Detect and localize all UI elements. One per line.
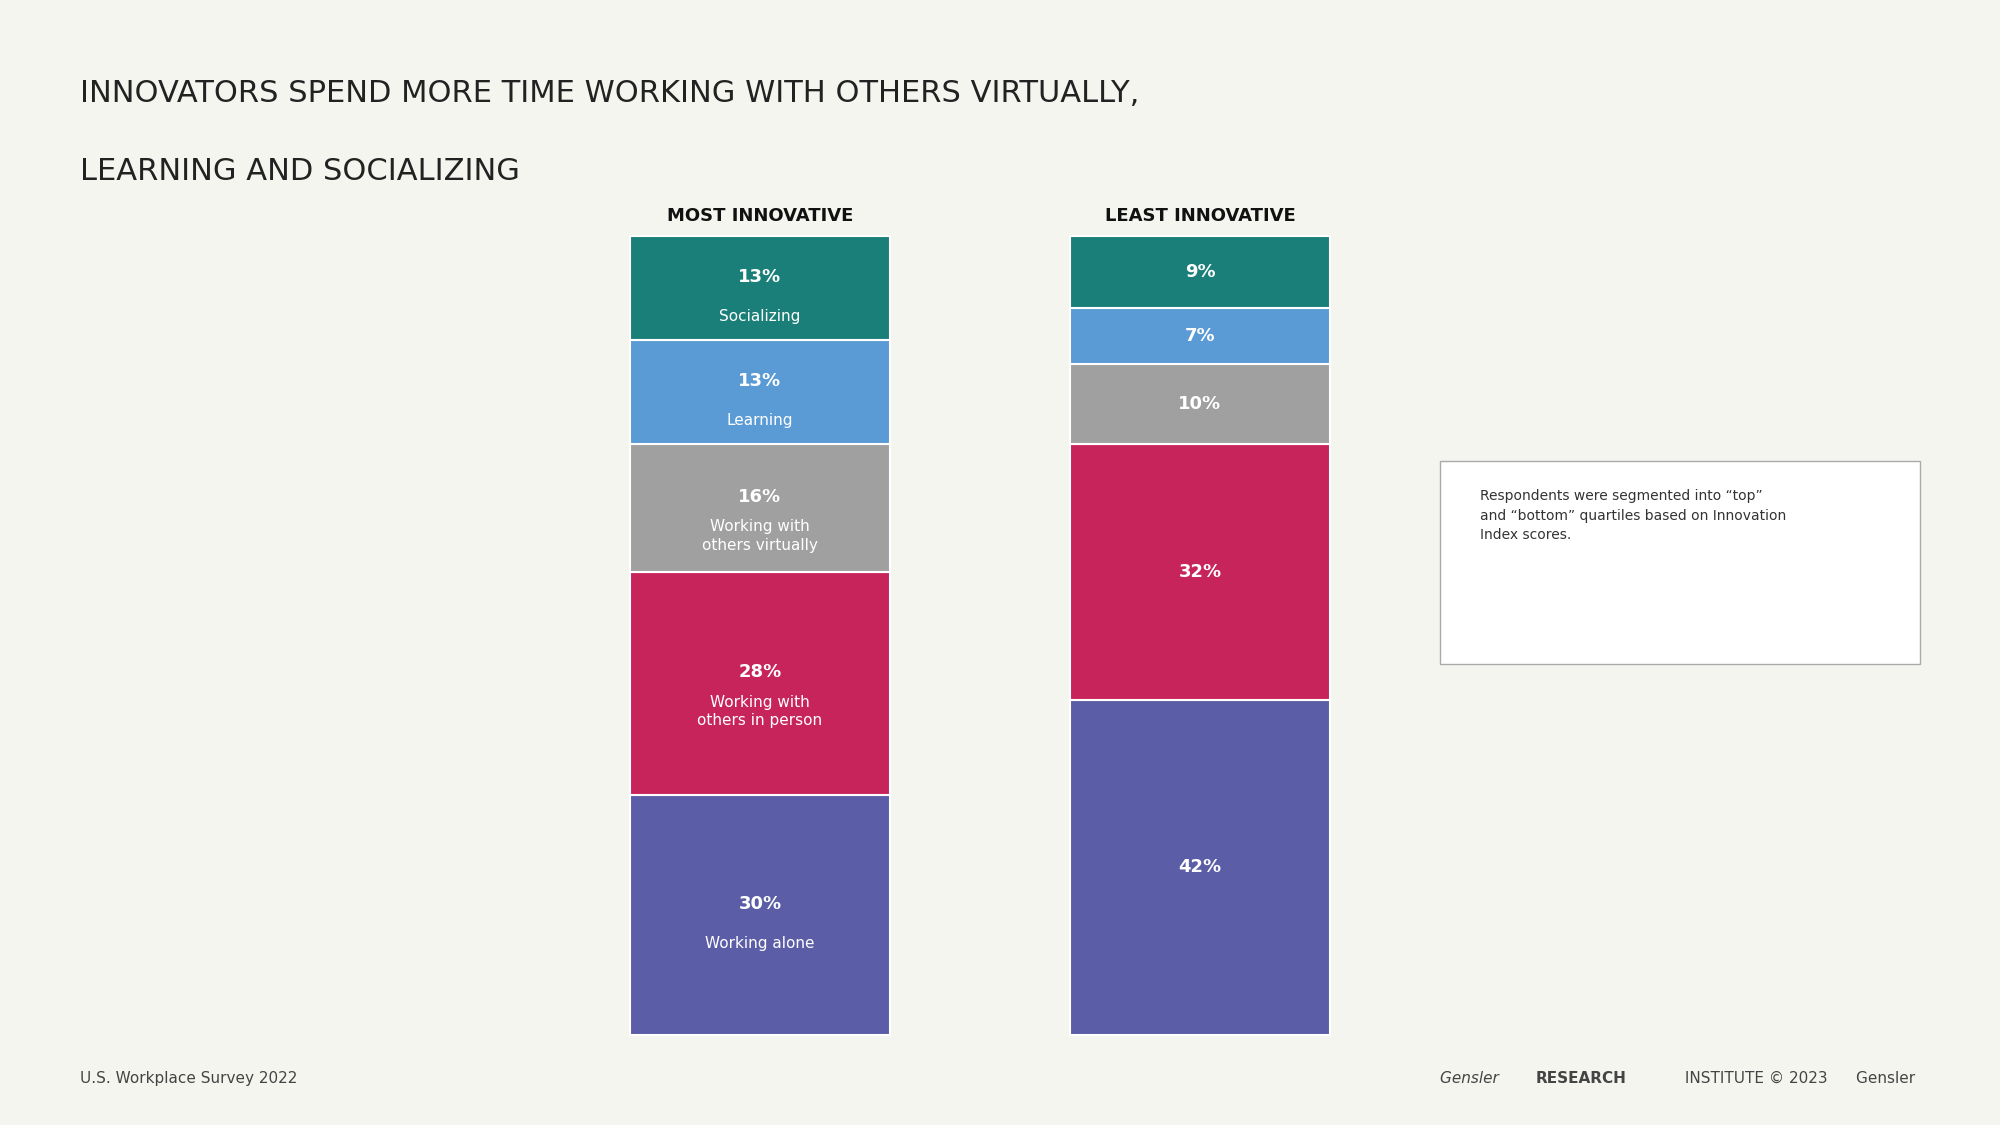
- Text: 13%: 13%: [738, 371, 782, 389]
- Text: RESEARCH: RESEARCH: [1536, 1071, 1626, 1086]
- Text: 32%: 32%: [1178, 562, 1222, 580]
- Text: 9%: 9%: [1184, 263, 1216, 281]
- Text: INSTITUTE © 2023: INSTITUTE © 2023: [1680, 1071, 1828, 1086]
- Text: Working alone: Working alone: [706, 936, 814, 951]
- Text: U.S. Workplace Survey 2022: U.S. Workplace Survey 2022: [80, 1071, 298, 1086]
- Text: LEARNING AND SOCIALIZING: LEARNING AND SOCIALIZING: [80, 158, 520, 187]
- Text: Gensler: Gensler: [1856, 1071, 1920, 1086]
- Text: Working with
others in person: Working with others in person: [698, 695, 822, 729]
- Text: 10%: 10%: [1178, 395, 1222, 413]
- Text: 13%: 13%: [738, 268, 782, 286]
- Text: 16%: 16%: [738, 487, 782, 505]
- Text: Learning: Learning: [726, 413, 794, 428]
- Text: 42%: 42%: [1178, 858, 1222, 876]
- Text: INNOVATORS SPEND MORE TIME WORKING WITH OTHERS VIRTUALLY,: INNOVATORS SPEND MORE TIME WORKING WITH …: [80, 79, 1140, 108]
- Text: 7%: 7%: [1184, 327, 1216, 345]
- Text: Socializing: Socializing: [720, 308, 800, 324]
- Text: LEAST INNOVATIVE: LEAST INNOVATIVE: [1104, 207, 1296, 225]
- Text: 30%: 30%: [738, 896, 782, 914]
- Text: Respondents were segmented into “top”
and “bottom” quartiles based on Innovation: Respondents were segmented into “top” an…: [1480, 489, 1786, 542]
- Text: 28%: 28%: [738, 664, 782, 682]
- Text: MOST INNOVATIVE: MOST INNOVATIVE: [666, 207, 854, 225]
- Text: Working with
others virtually: Working with others virtually: [702, 519, 818, 552]
- Text: Gensler: Gensler: [1440, 1071, 1504, 1086]
